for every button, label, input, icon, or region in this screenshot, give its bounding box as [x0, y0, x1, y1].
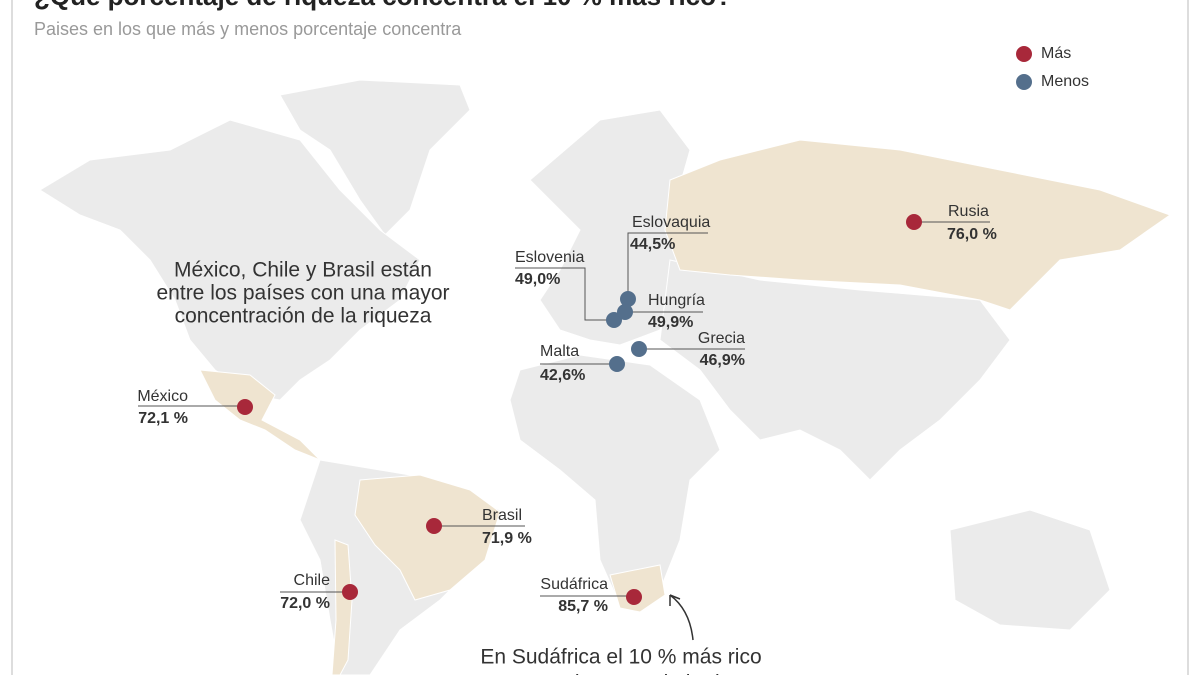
country-marker	[617, 304, 633, 320]
annotation: entre los países con una mayor	[157, 282, 450, 305]
country-marker	[426, 518, 442, 534]
markers: Rusia 76,0 % México 72,1 % Brasil 71,9 % Chile…	[137, 203, 997, 615]
leader-line	[627, 232, 708, 299]
arrow-head	[669, 594, 681, 606]
country-name: Rusia	[948, 203, 989, 220]
country-name: Sudáfrica	[540, 576, 608, 593]
country-value: 42,6%	[540, 367, 585, 384]
country-value: 71,9 %	[482, 530, 532, 547]
legend-swatch	[1016, 46, 1032, 62]
country-marker	[237, 399, 253, 415]
country-name: Brasil	[482, 507, 522, 524]
chile	[331, 539, 353, 675]
country-marker	[906, 214, 922, 230]
subtitle: Paises en los que más y menos porcentaje…	[34, 19, 462, 39]
europe	[529, 109, 691, 346]
legend-label: Más	[1041, 45, 1071, 62]
greenland	[279, 79, 471, 236]
annotation: concentración de la riqueza	[175, 305, 432, 328]
country-marker	[620, 291, 636, 307]
legend-swatch	[1016, 74, 1032, 90]
country-value: 85,7 %	[558, 598, 608, 615]
legend: Más Menos	[1016, 45, 1089, 90]
annotation: concentra el 85,7 % de la riqueza	[465, 672, 777, 675]
country-value: 76,0 %	[947, 226, 997, 243]
country-value: 49,9%	[648, 314, 693, 331]
africa	[509, 354, 721, 611]
country-value: 49,0%	[515, 271, 560, 288]
country-value: 72,1 %	[138, 410, 188, 427]
country-value: 46,9%	[700, 352, 745, 369]
annotation: En Sudáfrica el 10 % más rico	[480, 646, 761, 669]
country-name: Eslovaquia	[632, 214, 710, 231]
country-value: 72,0 %	[280, 595, 330, 612]
central-america	[199, 369, 321, 461]
country-marker	[631, 341, 647, 357]
title: ¿Qué porcentaje de riqueza concentra el …	[34, 0, 732, 11]
country-marker	[342, 584, 358, 600]
country-name: Malta	[540, 343, 579, 360]
country-name: México	[137, 388, 188, 405]
country-name: Hungría	[648, 292, 705, 309]
north-america	[39, 119, 421, 401]
country-name: Chile	[294, 572, 331, 589]
asia	[659, 259, 1011, 481]
country-marker	[606, 312, 622, 328]
country-name: Grecia	[698, 330, 745, 347]
country-value: 44,5%	[630, 236, 675, 253]
brasil	[354, 474, 501, 601]
sudafrica	[609, 564, 666, 613]
australia	[949, 509, 1111, 631]
legend-label: Menos	[1041, 73, 1089, 90]
arrow	[669, 594, 694, 641]
country-name: Eslovenia	[515, 249, 584, 266]
country-marker	[609, 356, 625, 372]
country-marker	[626, 589, 642, 605]
leader-line	[515, 267, 614, 321]
annotation: México, Chile y Brasil están	[174, 259, 432, 282]
